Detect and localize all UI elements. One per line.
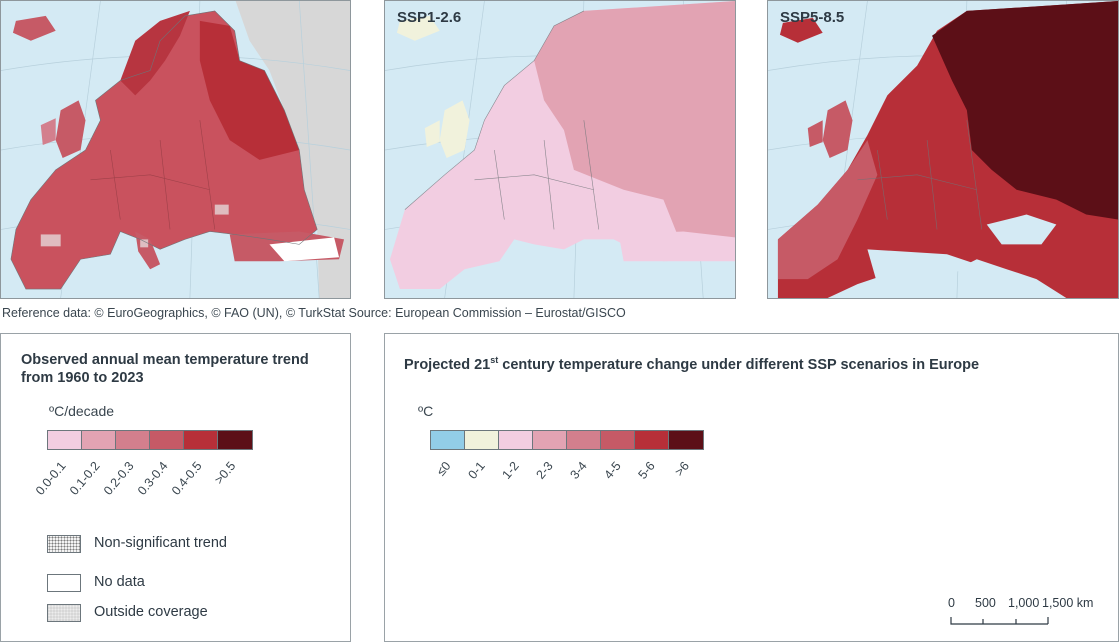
projected-swatch-2 — [499, 431, 533, 449]
observed-color-scale — [47, 430, 253, 450]
projected-swatch-4 — [567, 431, 601, 449]
scale-label-1500: 1,500 km — [1042, 596, 1094, 610]
observed-swatch-1 — [82, 431, 116, 449]
scale-label-0: 0 — [948, 596, 955, 610]
projected-class-label-3: 2-3 — [533, 459, 556, 482]
projected-legend-title: Projected 21st century temperature chang… — [404, 351, 979, 374]
reference-data-text: Reference data: © EuroGeographics, © FAO… — [2, 306, 626, 320]
ssp585-map: SSP5-8.5 — [767, 0, 1119, 299]
projected-legend-unit: ºC — [418, 403, 434, 419]
non-significant-swatch — [47, 535, 81, 553]
observed-class-label-0: 0.0-0.1 — [32, 459, 69, 498]
ssp126-map: SSP1-2.6 — [384, 0, 736, 299]
projected-swatch-5 — [601, 431, 635, 449]
ssp585-map-graphic — [768, 1, 1118, 298]
projected-legend-panel: Projected 21st century temperature chang… — [384, 333, 1119, 642]
outside-coverage-label: Outside coverage — [94, 604, 208, 620]
projected-class-label-5: 4-5 — [601, 459, 624, 482]
map-title-ssp126: SSP1-2.6 — [397, 9, 462, 26]
projected-class-label-1: 0-1 — [465, 459, 488, 482]
projected-class-label-6: 5-6 — [635, 459, 658, 482]
observed-class-label-3: 0.3-0.4 — [134, 459, 171, 498]
scale-label-500: 500 — [975, 596, 996, 610]
observed-legend-title-line2: from 1960 to 2023 — [21, 370, 144, 386]
projected-swatch-7 — [669, 431, 703, 449]
projected-color-scale — [430, 430, 704, 450]
observed-class-label-1: 0.1-0.2 — [66, 459, 103, 498]
projected-class-label-2: 1-2 — [499, 459, 522, 482]
projected-title-sup: st — [490, 355, 499, 365]
observed-swatch-0 — [48, 431, 82, 449]
no-data-label: No data — [94, 574, 145, 590]
projected-class-label-7: >6 — [671, 459, 692, 479]
no-data-swatch — [47, 574, 81, 592]
projected-swatch-0 — [431, 431, 465, 449]
scale-label-1000: 1,000 — [1008, 596, 1040, 610]
projected-title-pre: Projected 21 — [404, 356, 491, 373]
observed-trend-map — [0, 0, 351, 299]
observed-map-graphic — [1, 1, 350, 298]
observed-class-label-4: 0.4-0.5 — [168, 459, 205, 498]
observed-class-label-5: >0.5 — [212, 459, 239, 487]
outside-coverage-swatch — [47, 604, 81, 622]
projected-class-label-4: 3-4 — [567, 459, 590, 482]
map-title-ssp585: SSP5-8.5 — [780, 9, 845, 26]
projected-title-post: century temperature change under differe… — [498, 356, 980, 373]
observed-class-label-2: 0.2-0.3 — [100, 459, 137, 498]
projected-class-label-0: ≤0 — [434, 459, 454, 479]
projected-swatch-3 — [533, 431, 567, 449]
scale-bar — [950, 617, 1049, 625]
observed-swatch-4 — [184, 431, 218, 449]
observed-swatch-3 — [150, 431, 184, 449]
observed-legend-title-line1: Observed annual mean temperature trend — [21, 352, 309, 368]
observed-legend-panel: Observed annual mean temperature trend f… — [0, 333, 351, 642]
observed-legend-title: Observed annual mean temperature trend f… — [21, 351, 309, 387]
projected-swatch-1 — [465, 431, 499, 449]
non-significant-label: Non-significant trend — [94, 535, 227, 551]
observed-legend-unit: ºC/decade — [49, 403, 115, 419]
ssp126-map-graphic — [385, 1, 735, 298]
observed-swatch-2 — [116, 431, 150, 449]
observed-swatch-5 — [218, 431, 252, 449]
projected-swatch-6 — [635, 431, 669, 449]
